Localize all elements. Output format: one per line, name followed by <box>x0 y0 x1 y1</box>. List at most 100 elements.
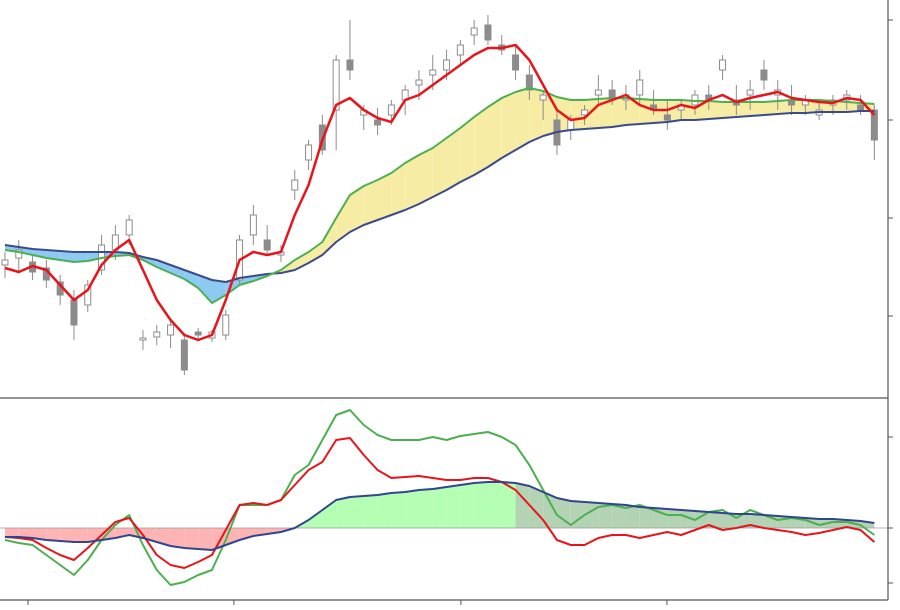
candle-body <box>429 69 437 76</box>
signal-fill <box>377 493 392 528</box>
candle-body <box>1 259 9 266</box>
signal-fill <box>501 482 516 528</box>
candle-body <box>263 239 271 251</box>
signal-fill <box>184 528 199 549</box>
ma-line <box>4 87 875 304</box>
ma-band <box>763 101 778 115</box>
candle-body <box>84 284 92 306</box>
candle-body <box>539 94 547 101</box>
signal-fill <box>543 492 557 528</box>
signal-fill <box>460 483 475 528</box>
signal-fill <box>73 528 88 542</box>
signal-fill <box>322 500 337 528</box>
signal-fill <box>556 498 571 528</box>
candle-body <box>567 119 575 131</box>
candle-body <box>857 104 865 111</box>
signal-fill <box>418 489 433 528</box>
signal-fill <box>681 510 695 528</box>
signal-fill <box>487 482 502 528</box>
signal-fill <box>391 492 406 528</box>
ma-band <box>722 102 737 118</box>
ma-band <box>391 163 406 215</box>
signal-fill <box>598 503 613 528</box>
ma-band <box>598 98 613 128</box>
signal-fill <box>46 528 61 541</box>
signal-fill <box>612 504 626 528</box>
signal-fill <box>667 509 682 528</box>
signal-fill <box>446 485 461 528</box>
ma-band <box>377 173 392 220</box>
candle-body <box>470 27 478 36</box>
candle-body <box>305 144 313 161</box>
candle-body <box>387 104 395 116</box>
candle-body <box>443 59 451 71</box>
signal-fill <box>405 490 419 528</box>
signal-fill <box>722 513 737 528</box>
ma-band <box>308 242 323 263</box>
ma-band <box>501 92 516 158</box>
signal-fill <box>156 528 171 546</box>
candle-body <box>719 59 727 71</box>
ma-band <box>363 180 378 225</box>
candle-body <box>760 69 768 81</box>
candle-body <box>139 337 147 341</box>
candle-body <box>291 179 299 191</box>
candle-body <box>222 314 230 336</box>
candle-body <box>663 114 671 121</box>
candle-body <box>346 59 354 71</box>
ma-band <box>750 102 764 116</box>
candle-body <box>194 331 202 336</box>
signal-fill <box>60 528 74 542</box>
candle-body <box>332 59 340 111</box>
ma-band <box>336 195 350 242</box>
signal-fill <box>32 528 47 540</box>
candle-body <box>594 89 602 96</box>
ma-band <box>32 249 47 258</box>
signal-fill <box>694 511 709 528</box>
ma-band <box>736 102 751 117</box>
ma-band <box>625 98 640 125</box>
candle-body <box>415 79 423 86</box>
signal-fill <box>170 528 185 548</box>
signal-fill <box>639 507 654 528</box>
signal-fill <box>363 495 378 528</box>
ma-band <box>529 88 544 142</box>
ma-band <box>198 275 212 303</box>
candle-body <box>70 299 78 326</box>
ma-band <box>294 252 309 270</box>
ma-band <box>708 101 723 119</box>
signal-fill <box>708 512 723 528</box>
candle-body <box>153 331 161 338</box>
ma-band <box>584 99 599 129</box>
candle-body <box>581 109 589 116</box>
candle-body <box>636 79 644 96</box>
ma-band <box>211 280 226 303</box>
candle-body <box>525 74 533 91</box>
candle-body <box>125 219 133 236</box>
ma-band <box>73 252 88 262</box>
candle-body <box>167 324 175 336</box>
signal-fill <box>198 528 212 550</box>
signal-fill <box>570 501 585 528</box>
signal-fill <box>349 496 364 528</box>
signal-fill <box>4 528 19 537</box>
ma-band <box>60 251 74 262</box>
candle-body <box>456 44 464 56</box>
ma-line <box>4 110 875 283</box>
ma-band <box>639 99 654 124</box>
ma-band <box>612 98 626 127</box>
ma-line <box>4 43 876 342</box>
candle-body <box>512 54 520 71</box>
ma-band <box>170 265 185 279</box>
signal-fill <box>736 514 751 528</box>
signal-fill <box>432 487 447 528</box>
signal-fill <box>515 483 530 528</box>
signal-fill <box>750 514 764 528</box>
ma-band <box>418 148 433 204</box>
ma-band <box>487 98 502 167</box>
ma-band <box>515 88 530 150</box>
candle-body <box>249 214 257 236</box>
ma-band <box>156 260 171 273</box>
signal-fill <box>336 497 350 528</box>
